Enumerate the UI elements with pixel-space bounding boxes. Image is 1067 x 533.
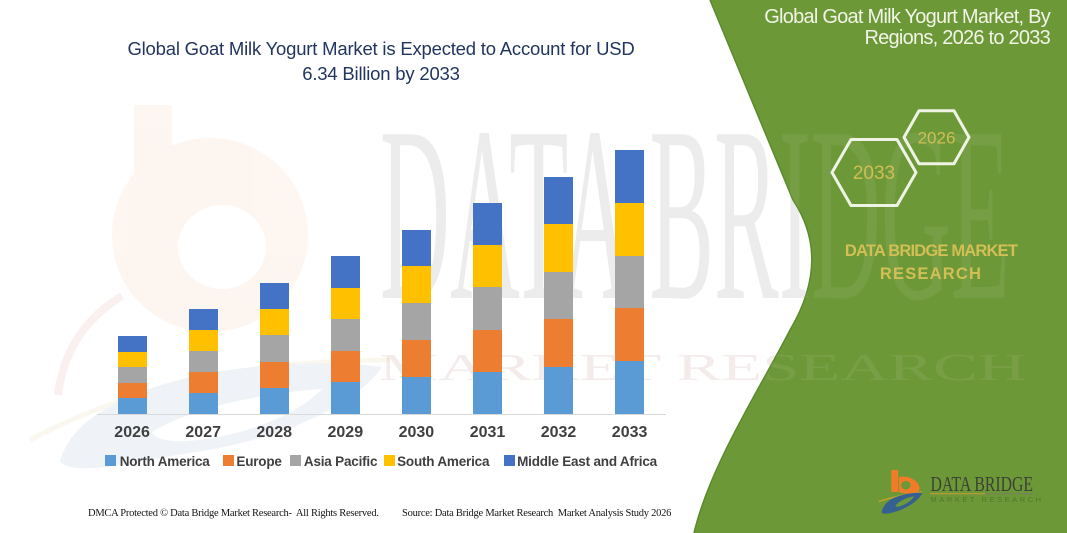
svg-text:2026: 2026 bbox=[918, 128, 956, 147]
svg-text:2033: 2033 bbox=[853, 163, 895, 184]
svg-text:DATA BRIDGE: DATA BRIDGE bbox=[931, 472, 1034, 496]
svg-text:MARKET RESEARCH: MARKET RESEARCH bbox=[931, 495, 1044, 504]
